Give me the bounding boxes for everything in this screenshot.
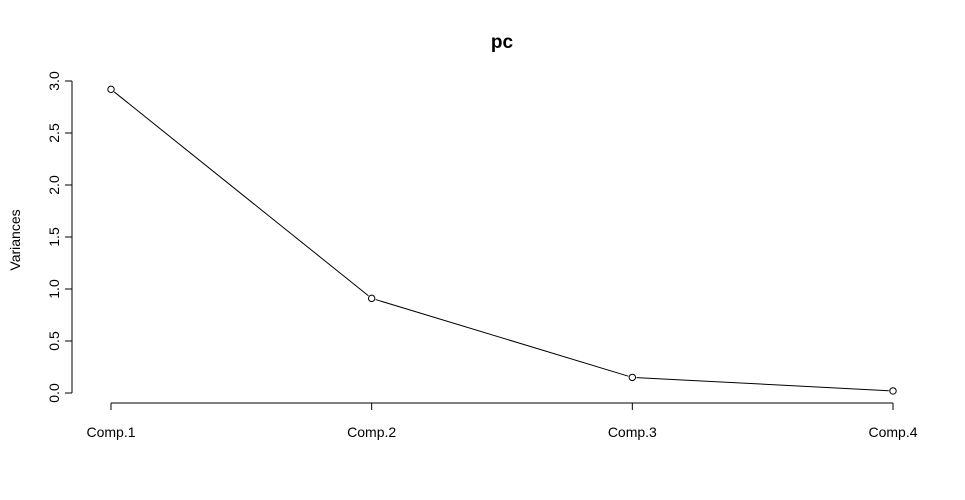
variance-series: [107, 85, 897, 395]
y-axis-label: Variances: [7, 209, 23, 270]
y-axis: 0.0 0.5 1.0 1.5 2.0 2.5 3.0: [46, 71, 73, 403]
x-tick-label-2: Comp.3: [608, 424, 657, 440]
x-axis: Comp.1 Comp.2 Comp.3 Comp.4: [86, 402, 918, 440]
y-tick-label-3: 1.5: [46, 227, 62, 247]
series-segment-1: [375, 299, 629, 377]
data-point-comp-1: [107, 85, 115, 94]
y-tick-label-1: 0.5: [46, 331, 62, 351]
data-point-comp-3: [628, 373, 637, 382]
data-point-comp-4: [889, 387, 897, 395]
y-tick-label-6: 3.0: [46, 71, 62, 91]
x-tick-label-1: Comp.2: [347, 424, 396, 440]
x-tick-label-3: Comp.4: [868, 424, 917, 440]
chart-title: pc: [491, 32, 514, 53]
x-tick-label-0: Comp.1: [86, 424, 135, 440]
y-tick-label-2: 1.0: [46, 279, 62, 299]
y-tick-label-4: 2.0: [46, 175, 62, 195]
series-segment-2: [636, 377, 889, 392]
series-segment-0: [113, 91, 369, 297]
data-point-comp-2: [367, 294, 376, 303]
y-tick-label-5: 2.5: [46, 123, 62, 143]
y-tick-label-0: 0.0: [46, 383, 62, 403]
